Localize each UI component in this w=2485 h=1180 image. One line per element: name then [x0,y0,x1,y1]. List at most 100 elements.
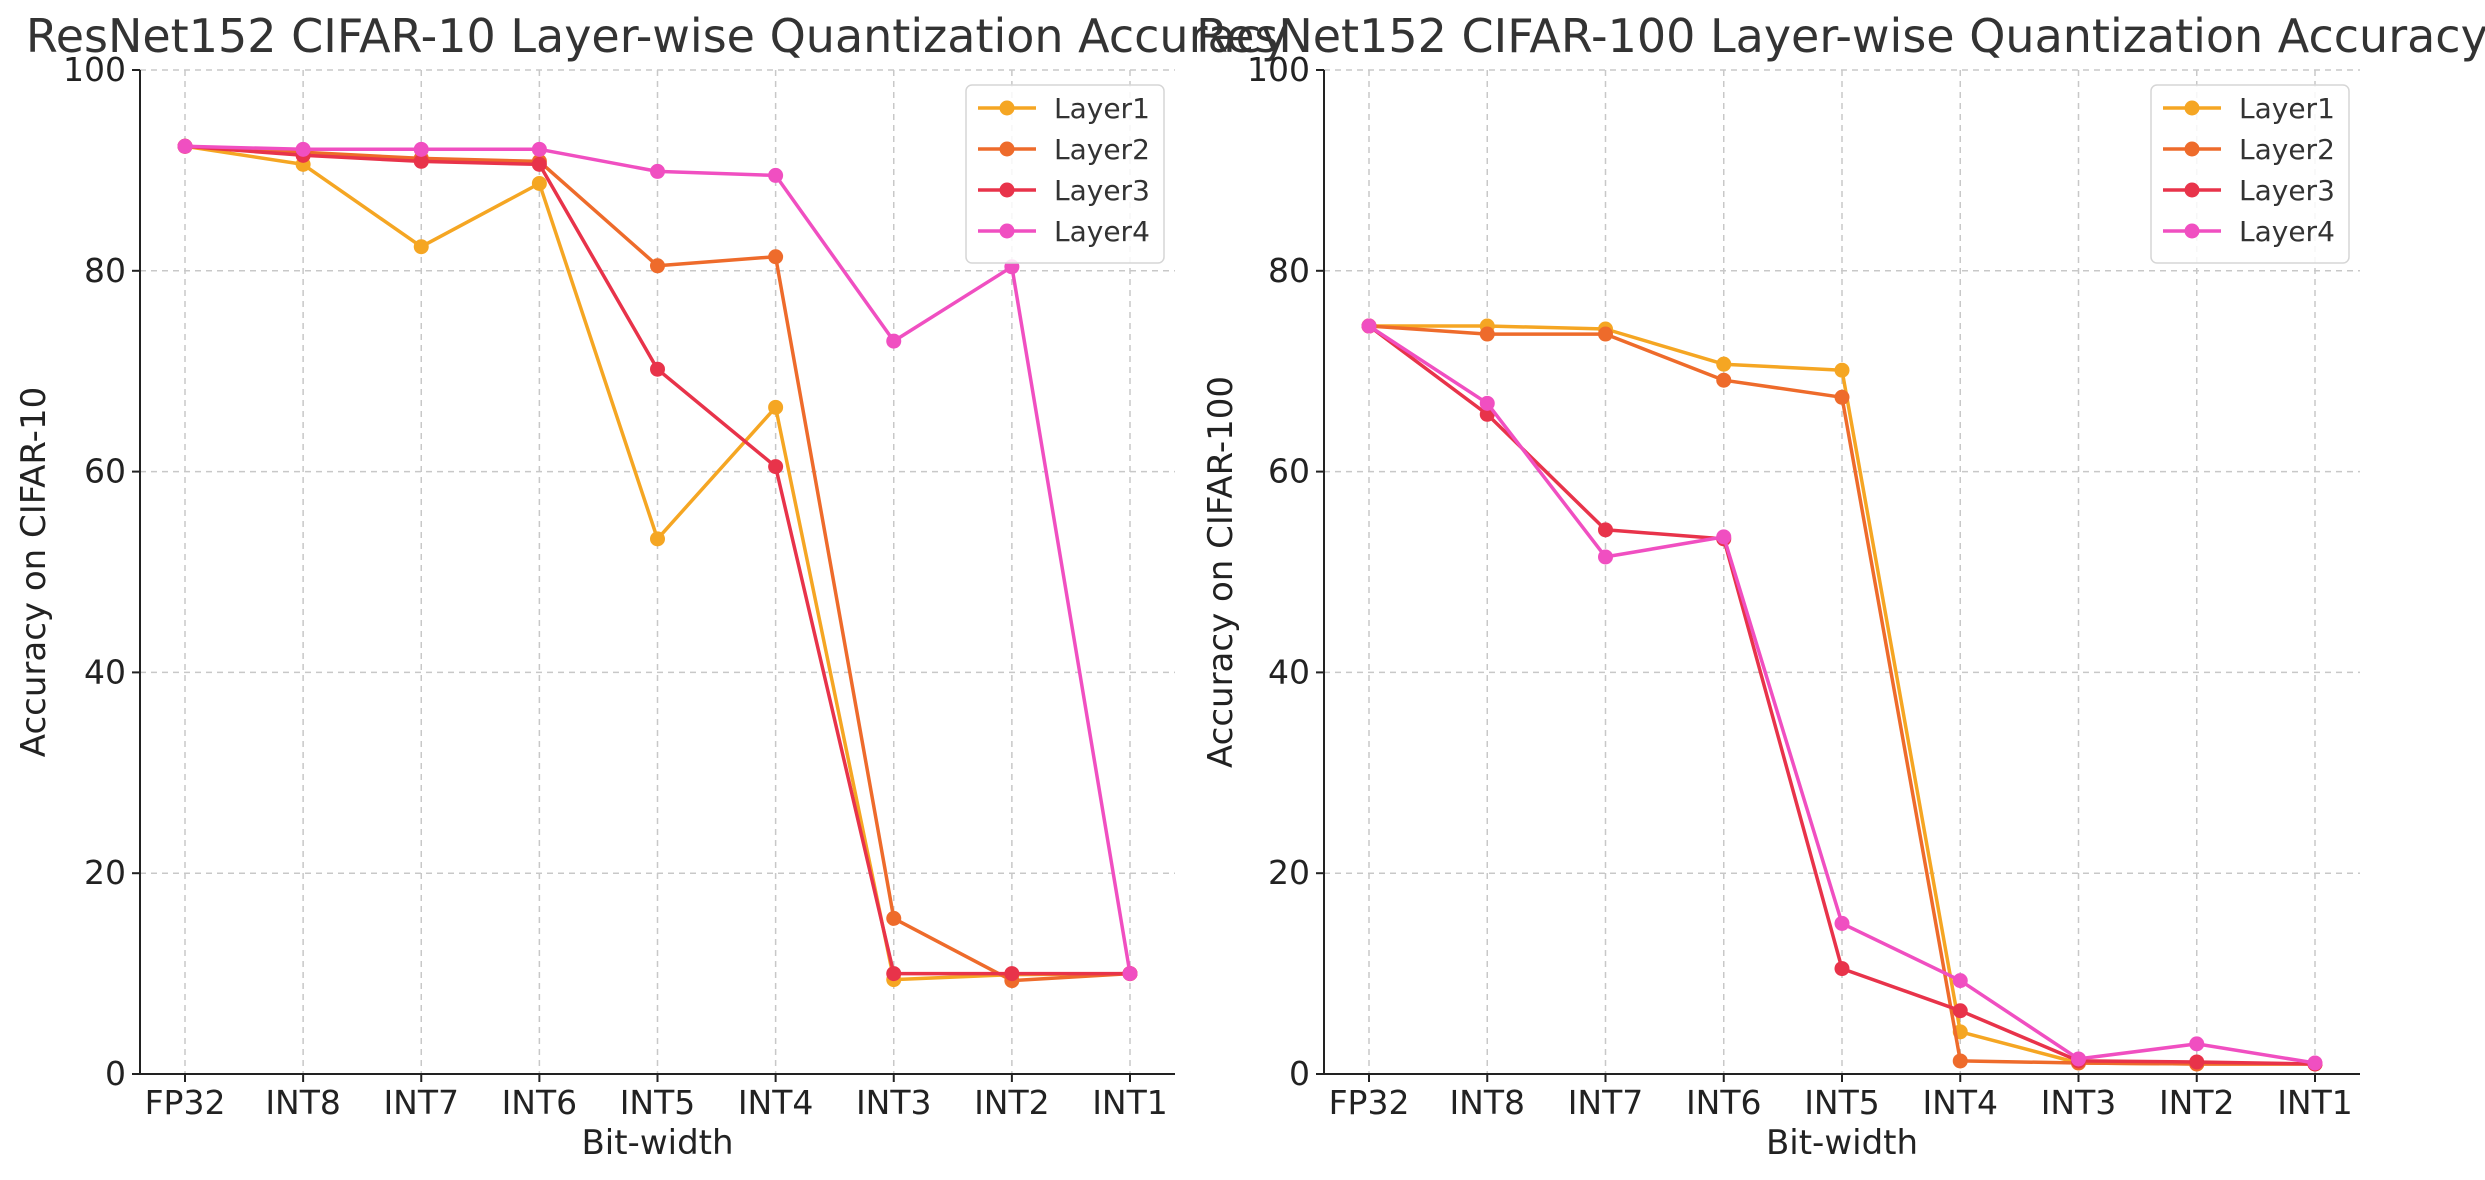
data-point [1716,372,1732,388]
x-tick-label: INT4 [1922,1083,1998,1122]
y-axis-label: Accuracy on CIFAR-100 [1201,376,1241,768]
legend-item: Layer4 [978,215,1150,248]
data-point [1598,522,1613,538]
series-layer4 [177,138,1138,982]
data-point [1598,326,1613,342]
x-axis-label: Bit-width [1766,1123,1918,1163]
legend-label: Layer4 [2239,215,2335,248]
x-tick-label: INT3 [2041,1083,2117,1122]
x-tick-label: INT7 [1568,1083,1644,1122]
data-point [531,156,547,172]
legend-marker [999,182,1015,198]
y-tick-label: 40 [1268,652,1310,691]
y-tick-label: 80 [84,251,126,290]
series-layer4 [1361,318,2323,1071]
x-tick-label: INT7 [383,1083,459,1122]
legend-label: Layer4 [1054,215,1150,248]
y-tick-label: 20 [1268,853,1310,892]
chart-title: ResNet152 CIFAR-100 Layer-wise Quantizat… [1196,9,2485,63]
legend-marker [2184,141,2200,157]
data-point [1479,326,1495,342]
legend-item: Layer1 [978,92,1150,125]
series-layer3 [1361,318,2323,1072]
legend-label: Layer2 [2239,133,2335,166]
x-tick-label: FP32 [145,1083,226,1122]
legend-item: Layer1 [2163,92,2335,125]
legend-marker [2184,223,2200,239]
x-tick-label: INT2 [2159,1083,2235,1122]
data-point [886,333,902,349]
data-point [1834,915,1850,931]
data-point [2189,1036,2205,1052]
data-point [177,138,193,154]
x-tick-label: INT4 [738,1083,814,1122]
legend-box [2150,84,2350,264]
data-point [768,399,784,415]
x-tick-label: FP32 [1329,1083,1410,1122]
legend-item: Layer3 [978,174,1150,207]
data-point [886,966,902,982]
data-point [768,249,784,265]
legend-item: Layer2 [978,133,1150,166]
data-point [1122,966,1138,982]
data-point [1479,395,1495,411]
series-layer2 [177,138,1138,989]
legend: Layer1 Layer2 Layer3 Layer4 [2150,84,2350,264]
data-point [650,163,665,179]
data-point [413,141,429,157]
data-point [2071,1051,2086,1067]
data-point [1716,356,1732,372]
y-tick-label: 40 [84,652,126,691]
data-point [768,167,784,183]
data-point [295,141,311,157]
legend-marker [2184,100,2200,116]
x-tick-label: INT1 [1092,1083,1168,1122]
data-point [1716,529,1732,545]
x-axis-label: Bit-width [581,1123,733,1163]
data-point [650,258,665,274]
data-point [1834,961,1850,977]
data-point [1952,1053,1968,1069]
x-tick-label: INT2 [974,1083,1050,1122]
y-tick-label: 0 [1289,1054,1310,1093]
data-point [2189,1054,2205,1070]
data-point [1004,966,1020,982]
data-point [1834,389,1850,405]
x-tick-label: INT8 [265,1083,341,1122]
legend-label: Layer1 [1054,92,1150,125]
data-point [1952,1003,1968,1019]
legend-item: Layer3 [2163,174,2335,207]
data-point [886,910,902,926]
y-tick-label: 0 [105,1054,126,1093]
y-tick-label: 80 [1268,251,1310,290]
x-tick-label: INT3 [856,1083,932,1122]
data-point [1834,362,1850,378]
legend-label: Layer2 [1054,133,1150,166]
data-point [531,141,547,157]
chart-1: 0 20 40 60 80 100 FP32 INT8 INT7 INT6 INT5 INT4 INT3… [1196,9,2485,1163]
data-point [1598,549,1613,565]
legend-label: Layer3 [2239,174,2335,207]
legend-marker [999,141,1015,157]
chart-0: 0 20 40 60 80 100 FP32 INT8 INT7 INT6 INT5 INT4 INT3… [14,9,1288,1163]
data-point [1952,973,1968,989]
data-point [413,239,429,255]
y-axis-label: Accuracy on CIFAR-10 [14,387,54,757]
legend: Layer1 Layer2 Layer3 Layer4 [965,84,1165,264]
legend-box [965,84,1165,264]
legend-marker [999,223,1015,239]
legend-label: Layer1 [2239,92,2335,125]
data-point [650,361,665,377]
chart-title: ResNet152 CIFAR-10 Layer-wise Quantizati… [26,9,1288,63]
x-tick-label: INT6 [502,1083,578,1122]
data-point [650,531,665,547]
data-point [1361,318,1377,334]
x-tick-label: INT8 [1449,1083,1525,1122]
legend-label: Layer3 [1054,174,1150,207]
x-tick-label: INT5 [1804,1083,1880,1122]
legend-marker [999,100,1015,116]
data-point [2307,1055,2323,1071]
x-tick-label: INT5 [620,1083,696,1122]
data-point [413,153,429,169]
